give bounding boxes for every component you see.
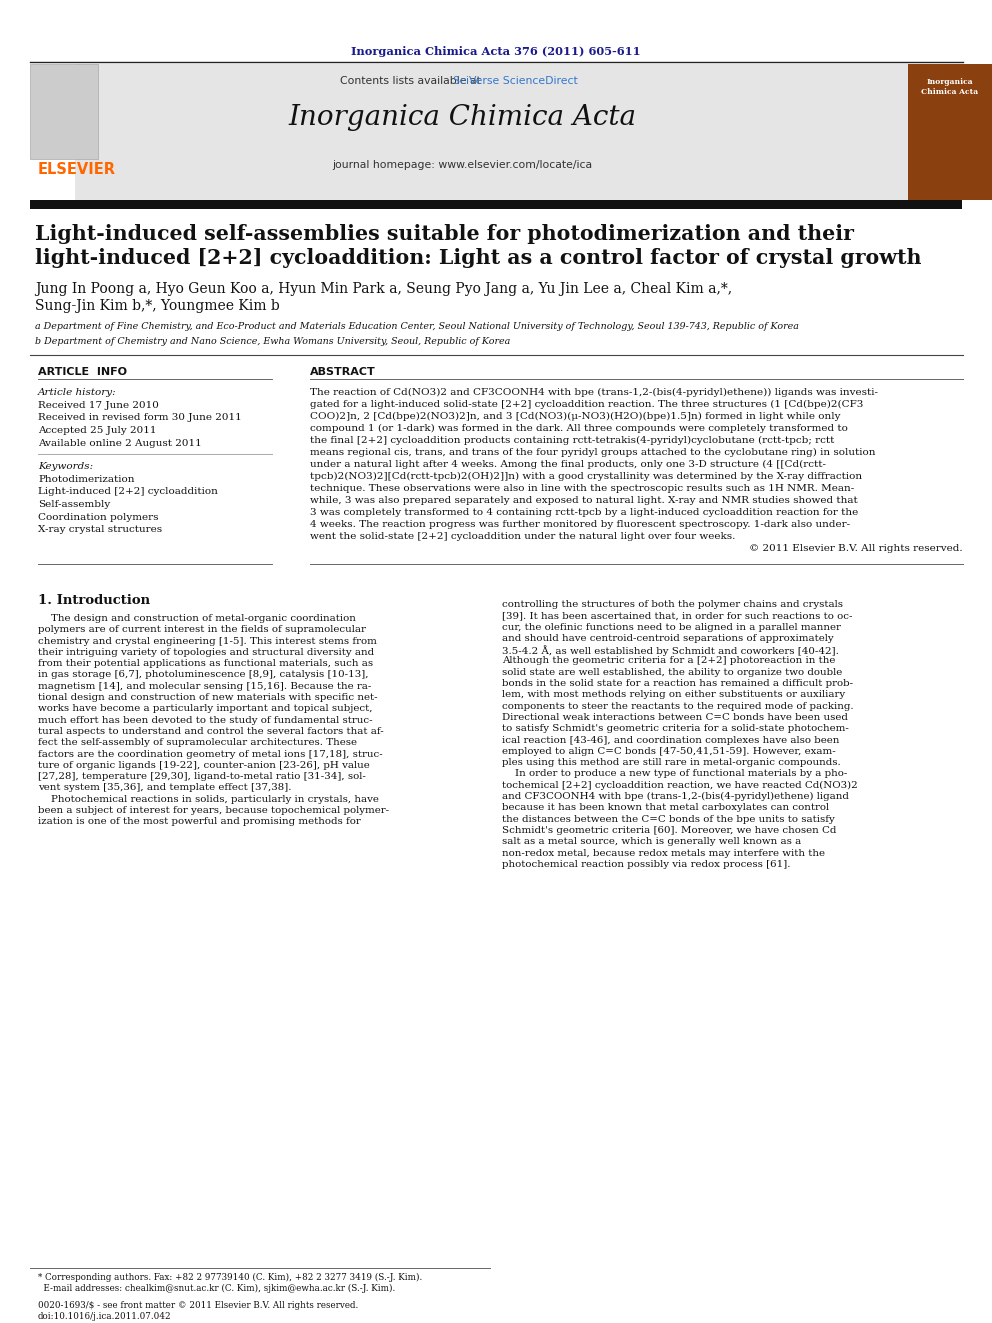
Text: ical reaction [43-46], and coordination complexes have also been: ical reaction [43-46], and coordination … [502,736,839,745]
Text: been a subject of interest for years, because topochemical polymer-: been a subject of interest for years, be… [38,806,389,815]
Text: doi:10.1016/j.ica.2011.07.042: doi:10.1016/j.ica.2011.07.042 [38,1312,172,1320]
Bar [75,64,908,200]
Text: 0020-1693/$ - see front matter © 2011 Elsevier B.V. All rights reserved.: 0020-1693/$ - see front matter © 2011 El… [38,1301,358,1310]
Text: and CF3COONH4 with bpe (trans-1,2-(bis(4-pyridyl)ethene) ligand: and CF3COONH4 with bpe (trans-1,2-(bis(4… [502,792,849,802]
Text: [39]. It has been ascertained that, in order for such reactions to oc-: [39]. It has been ascertained that, in o… [502,611,852,620]
Text: X-ray crystal structures: X-ray crystal structures [38,525,162,534]
Text: Schmidt's geometric criteria [60]. Moreover, we have chosen Cd: Schmidt's geometric criteria [60]. Moreo… [502,826,836,835]
Text: COO)2]n, 2 [Cd(bpe)2(NO3)2]n, and 3 [Cd(NO3)(μ-NO3)(H2O)(bpe)1.5]n) formed in li: COO)2]n, 2 [Cd(bpe)2(NO3)2]n, and 3 [Cd(… [310,411,840,421]
Text: to satisfy Schmidt's geometric criteria for a solid-state photochem-: to satisfy Schmidt's geometric criteria … [502,724,849,733]
Text: employed to align C=C bonds [47-50,41,51-59]. However, exam-: employed to align C=C bonds [47-50,41,51… [502,747,835,755]
Text: their intriguing variety of topologies and structural diversity and: their intriguing variety of topologies a… [38,648,374,658]
Text: 4 weeks. The reaction progress was further monitored by fluorescent spectroscopy: 4 weeks. The reaction progress was furth… [310,520,850,529]
Text: a Department of Fine Chemistry, and Eco-Product and Materials Education Center, : a Department of Fine Chemistry, and Eco-… [35,321,799,331]
Text: Self-assembly: Self-assembly [38,500,110,509]
Text: Coordination polymers: Coordination polymers [38,512,159,521]
Text: in gas storage [6,7], photoluminescence [8,9], catalysis [10-13],: in gas storage [6,7], photoluminescence … [38,671,368,680]
Text: chemistry and crystal engineering [1-5]. This interest stems from: chemistry and crystal engineering [1-5].… [38,636,377,646]
Text: journal homepage: www.elsevier.com/locate/ica: journal homepage: www.elsevier.com/locat… [332,160,592,169]
Text: and should have centroid-centroid separations of approximately: and should have centroid-centroid separa… [502,634,833,643]
Text: Received 17 June 2010: Received 17 June 2010 [38,401,159,410]
Text: ABSTRACT: ABSTRACT [310,366,376,377]
Text: Inorganica Chimica Acta: Inorganica Chimica Acta [288,105,636,131]
Text: controlling the structures of both the polymer chains and crystals: controlling the structures of both the p… [502,601,843,609]
Bar [30,200,962,209]
Text: the final [2+2] cycloaddition products containing rctt-tetrakis(4-pyridyl)cyclob: the final [2+2] cycloaddition products c… [310,437,834,445]
Text: tpcb)2(NO3)2][Cd(rctt-tpcb)2(OH)2]]n) with a good crystallinity was determined b: tpcb)2(NO3)2][Cd(rctt-tpcb)2(OH)2]]n) wi… [310,472,862,482]
Text: Accepted 25 July 2011: Accepted 25 July 2011 [38,426,157,435]
Text: Inorganica Chimica Acta 376 (2011) 605-611: Inorganica Chimica Acta 376 (2011) 605-6… [351,46,641,57]
Text: 3 was completely transformed to 4 containing rctt-tpcb by a light-induced cycloa: 3 was completely transformed to 4 contai… [310,508,858,517]
Text: gated for a light-induced solid-state [2+2] cycloaddition reaction. The three st: gated for a light-induced solid-state [2… [310,400,863,409]
Text: much effort has been devoted to the study of fundamental struc-: much effort has been devoted to the stud… [38,716,373,725]
Text: Article history:: Article history: [38,388,117,397]
Text: The reaction of Cd(NO3)2 and CF3COONH4 with bpe (trans-1,2-(bis(4-pyridyl)ethene: The reaction of Cd(NO3)2 and CF3COONH4 w… [310,388,878,397]
Text: Photodimerization: Photodimerization [38,475,135,484]
Text: while, 3 was also prepared separately and exposed to natural light. X-ray and NM: while, 3 was also prepared separately an… [310,496,858,505]
Text: magnetism [14], and molecular sensing [15,16]. Because the ra-: magnetism [14], and molecular sensing [1… [38,681,371,691]
Text: tural aspects to understand and control the several factors that af-: tural aspects to understand and control … [38,728,384,736]
Text: means regional cis, trans, and trans of the four pyridyl groups attached to the : means regional cis, trans, and trans of … [310,448,876,458]
Text: Although the geometric criteria for a [2+2] photoreaction in the: Although the geometric criteria for a [2… [502,656,835,665]
Text: fect the self-assembly of supramolecular architectures. These: fect the self-assembly of supramolecular… [38,738,357,747]
Text: light-induced [2+2] cycloaddition: Light as a control factor of crystal growth: light-induced [2+2] cycloaddition: Light… [35,247,922,269]
Text: 3.5-4.2 Å, as well established by Schmidt and coworkers [40-42].: 3.5-4.2 Å, as well established by Schmid… [502,646,839,656]
Text: solid state are well established, the ability to organize two double: solid state are well established, the ab… [502,668,842,677]
Text: Light-induced self-assemblies suitable for photodimerization and their: Light-induced self-assemblies suitable f… [35,224,854,243]
Text: Directional weak interactions between C=C bonds have been used: Directional weak interactions between C=… [502,713,848,722]
Text: * Corresponding authors. Fax: +82 2 97739140 (C. Kim), +82 2 3277 3419 (S.-J. Ki: * Corresponding authors. Fax: +82 2 9773… [38,1273,423,1282]
Text: went the solid-state [2+2] cycloaddition under the natural light over four weeks: went the solid-state [2+2] cycloaddition… [310,532,735,541]
Text: compound 1 (or 1-dark) was formed in the dark. All three compounds were complete: compound 1 (or 1-dark) was formed in the… [310,423,848,433]
Text: cur, the olefinic functions need to be aligned in a parallel manner: cur, the olefinic functions need to be a… [502,623,841,631]
Text: tochemical [2+2] cycloaddition reaction, we have reacted Cd(NO3)2: tochemical [2+2] cycloaddition reaction,… [502,781,858,790]
Bar [908,64,992,200]
Text: photochemical reaction possibly via redox process [61].: photochemical reaction possibly via redo… [502,860,791,869]
Text: vent system [35,36], and template effect [37,38].: vent system [35,36], and template effect… [38,783,292,792]
Bar [30,64,98,159]
Text: the distances between the C=C bonds of the bpe units to satisfy: the distances between the C=C bonds of t… [502,815,834,824]
Text: b Department of Chemistry and Nano Science, Ewha Womans University, Seoul, Repub: b Department of Chemistry and Nano Scien… [35,337,510,347]
Text: Received in revised form 30 June 2011: Received in revised form 30 June 2011 [38,414,242,422]
Text: factors are the coordination geometry of metal ions [17,18], struc-: factors are the coordination geometry of… [38,750,383,758]
Text: under a natural light after 4 weeks. Among the final products, only one 3-D stru: under a natural light after 4 weeks. Amo… [310,460,826,470]
Text: Sung-Jin Kim b,*, Youngmee Kim b: Sung-Jin Kim b,*, Youngmee Kim b [35,299,280,314]
Text: The design and construction of metal-organic coordination: The design and construction of metal-org… [38,614,356,623]
Text: Inorganica
Chimica Acta: Inorganica Chimica Acta [922,78,978,97]
Text: polymers are of current interest in the fields of supramolecular: polymers are of current interest in the … [38,626,366,634]
Text: technique. These observations were also in line with the spectroscopic results s: technique. These observations were also … [310,484,854,493]
Text: ture of organic ligands [19-22], counter-anion [23-26], pH value: ture of organic ligands [19-22], counter… [38,761,370,770]
Text: © 2011 Elsevier B.V. All rights reserved.: © 2011 Elsevier B.V. All rights reserved… [749,544,963,553]
Text: ARTICLE  INFO: ARTICLE INFO [38,366,127,377]
Text: bonds in the solid state for a reaction has remained a difficult prob-: bonds in the solid state for a reaction … [502,679,853,688]
Text: salt as a metal source, which is generally well known as a: salt as a metal source, which is general… [502,837,802,847]
Text: Keywords:: Keywords: [38,462,93,471]
Text: SciVerse ScienceDirect: SciVerse ScienceDirect [453,75,578,86]
Text: because it has been known that metal carboxylates can control: because it has been known that metal car… [502,803,829,812]
Text: 1. Introduction: 1. Introduction [38,594,150,607]
Text: Photochemical reactions in solids, particularly in crystals, have: Photochemical reactions in solids, parti… [38,795,379,804]
Text: ples using this method are still rare in metal-organic compounds.: ples using this method are still rare in… [502,758,841,767]
Text: E-mail addresses: chealkim@snut.ac.kr (C. Kim), sjkim@ewha.ac.kr (S.-J. Kim).: E-mail addresses: chealkim@snut.ac.kr (C… [38,1285,395,1293]
Text: In order to produce a new type of functional materials by a pho-: In order to produce a new type of functi… [502,770,847,778]
Text: Light-induced [2+2] cycloaddition: Light-induced [2+2] cycloaddition [38,487,218,496]
Text: from their potential applications as functional materials, such as: from their potential applications as fun… [38,659,373,668]
Text: lem, with most methods relying on either substituents or auxiliary: lem, with most methods relying on either… [502,691,845,700]
Text: tional design and construction of new materials with specific net-: tional design and construction of new ma… [38,693,378,703]
Text: Contents lists available at: Contents lists available at [340,75,484,86]
Text: components to steer the reactants to the required mode of packing.: components to steer the reactants to the… [502,701,854,710]
Text: non-redox metal, because redox metals may interfere with the: non-redox metal, because redox metals ma… [502,848,825,857]
Text: Jung In Poong a, Hyo Geun Koo a, Hyun Min Park a, Seung Pyo Jang a, Yu Jin Lee a: Jung In Poong a, Hyo Geun Koo a, Hyun Mi… [35,282,732,296]
Text: Available online 2 August 2011: Available online 2 August 2011 [38,438,201,447]
Text: ELSEVIER: ELSEVIER [38,161,116,177]
Text: works have become a particularly important and topical subject,: works have become a particularly importa… [38,704,373,713]
Text: [27,28], temperature [29,30], ligand-to-metal ratio [31-34], sol-: [27,28], temperature [29,30], ligand-to-… [38,773,366,781]
Text: ization is one of the most powerful and promising methods for: ization is one of the most powerful and … [38,818,361,827]
